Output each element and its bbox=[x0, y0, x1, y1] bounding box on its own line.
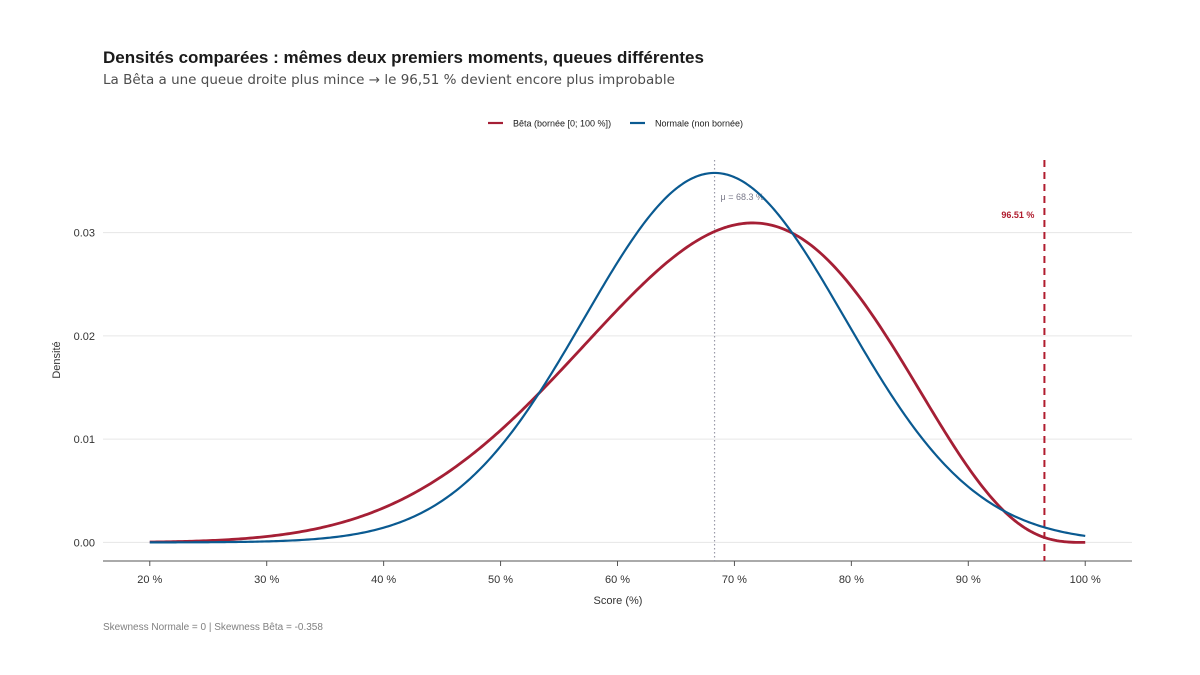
reference-lines: μ = 68.3 % 96.51 % bbox=[713, 160, 1046, 561]
y-tick-label: 0.03 bbox=[74, 228, 95, 240]
legend-label: Normale (non bornée) bbox=[655, 119, 743, 129]
y-tick-label: 0.00 bbox=[74, 537, 95, 549]
x-tick-label: 90 % bbox=[956, 574, 981, 586]
mean-reference-label: μ = 68.3 % bbox=[721, 192, 764, 202]
x-tick-label: 30 % bbox=[254, 574, 279, 586]
chart-caption: Skewness Normale = 0 | Skewness Bêta = -… bbox=[103, 622, 323, 633]
x-tick-label: 70 % bbox=[722, 574, 747, 586]
chart-subtitle: La Bêta a une queue droite plus mince → … bbox=[103, 72, 675, 88]
x-tick-label: 40 % bbox=[371, 574, 396, 586]
y-tick-label: 0.01 bbox=[74, 434, 95, 446]
legend-label: Bêta (bornée [0; 100 %]) bbox=[513, 119, 611, 129]
x-tick-label: 60 % bbox=[605, 574, 630, 586]
normal-density-line bbox=[149, 171, 1086, 544]
grid-lines bbox=[103, 232, 1132, 543]
legend: Bêta (bornée [0; 100 %]) Normale (non bor… bbox=[488, 119, 743, 129]
x-axis-title: Score (%) bbox=[594, 595, 643, 607]
beta-density-line bbox=[149, 221, 1086, 544]
x-tick-label: 80 % bbox=[839, 574, 864, 586]
x-tick-label: 100 % bbox=[1070, 574, 1101, 586]
observed-score-label: 96.51 % bbox=[1001, 210, 1034, 220]
chart-title: Densités comparées : mêmes deux premiers… bbox=[103, 48, 704, 67]
x-tick-label: 20 % bbox=[137, 574, 162, 586]
axes: 0.00 0.01 0.02 0.03 20 % 30 % 40 % 50 % 60 % 70 %… bbox=[74, 228, 1132, 586]
series-lines bbox=[149, 171, 1086, 544]
x-tick-label: 50 % bbox=[488, 574, 513, 586]
y-axis-title: Densité bbox=[51, 341, 63, 378]
y-tick-label: 0.02 bbox=[74, 331, 95, 343]
